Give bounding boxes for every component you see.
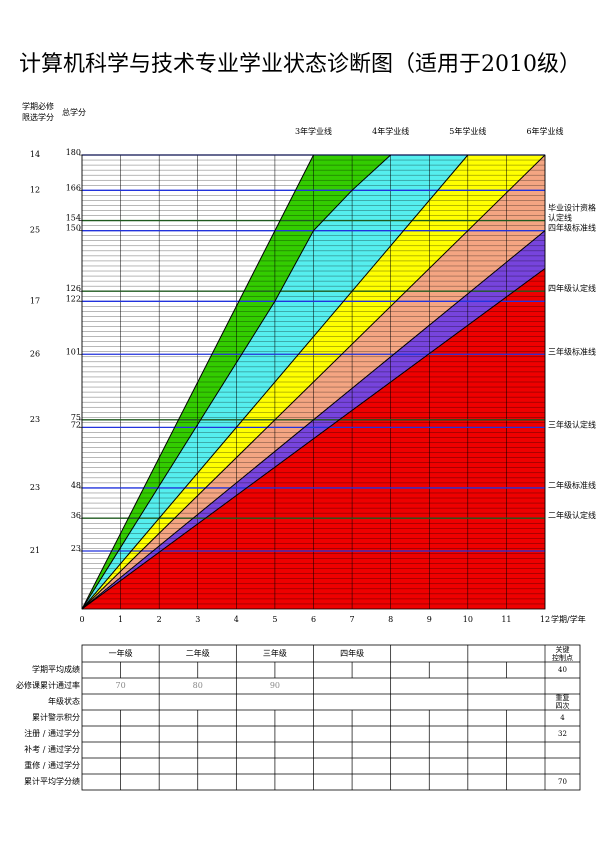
x-tick-label: 4 <box>234 615 239 624</box>
semester-credit: 23 <box>30 483 40 492</box>
boundary-line <box>81 230 546 610</box>
row-label: 累计平均学分绩 <box>24 776 80 786</box>
x-tick-label: 8 <box>388 615 393 624</box>
title: 计算机科学与技术专业学业状态诊断图（适用于2010级） <box>19 52 581 77</box>
boundary-line <box>81 268 546 610</box>
y-tick-label: 23 <box>71 544 81 553</box>
series-label: 6年学业线 <box>526 126 563 136</box>
series-label: 3年学业线 <box>295 126 332 136</box>
line-label: 三年级认定线 <box>548 419 596 429</box>
row-label: 注册 / 通过学分 <box>24 728 80 738</box>
row-label: 学期平均成绩 <box>32 664 80 674</box>
semester-credit: 25 <box>30 226 40 235</box>
cell-value: 80 <box>193 681 203 690</box>
semester-credit: 21 <box>30 546 40 555</box>
x-axis-label: 学期/学年 <box>551 614 586 624</box>
row-label: 补考 / 通过学分 <box>24 744 80 754</box>
year-header: 三年级 <box>263 648 287 658</box>
key-value: 4 <box>560 714 565 722</box>
row-label: 累计警示积分 <box>32 712 80 722</box>
y-tick-label: 180 <box>66 148 81 157</box>
boundary-line <box>81 154 546 610</box>
semester-credit: 17 <box>30 296 40 305</box>
x-tick-label: 9 <box>427 615 432 624</box>
x-tick-label: 3 <box>195 615 200 624</box>
y-tick-label: 75 <box>71 413 81 422</box>
semester-credit: 23 <box>30 415 40 424</box>
line-label: 三年级标准线 <box>548 346 596 356</box>
semester-credit: 14 <box>30 150 40 159</box>
x-tick-label: 12 <box>540 615 550 624</box>
x-tick-label: 7 <box>350 615 355 624</box>
key-value: 40 <box>558 666 567 674</box>
year-header: 二年级 <box>186 648 210 658</box>
x-tick-label: 5 <box>272 615 277 624</box>
y-tick-label: 154 <box>66 214 81 223</box>
row-label: 必修课累计通过率 <box>16 680 80 690</box>
x-tick-label: 1 <box>118 615 123 624</box>
row-label: 重修 / 通过学分 <box>24 760 80 770</box>
y-tick-label: 122 <box>66 294 81 303</box>
key-value: 重复 <box>556 693 570 702</box>
key-value: 四次 <box>556 701 570 710</box>
line-label: 二年级认定线 <box>548 510 596 520</box>
boundary-line <box>81 154 469 610</box>
y-tick-label: 36 <box>71 511 81 520</box>
row-label: 年级状态 <box>48 696 80 706</box>
line-label: 二年级标准线 <box>548 480 596 490</box>
table-frame <box>81 644 581 791</box>
year-header: 四年级 <box>340 648 364 658</box>
series-label: 4年学业线 <box>372 126 409 136</box>
y-tick-label: 166 <box>66 183 81 192</box>
semester-credit-label: 学期必修 <box>22 101 54 111</box>
x-tick-label: 6 <box>311 615 316 624</box>
boundary-line <box>81 154 392 610</box>
total-credit-label: 总学分 <box>62 107 86 117</box>
y-tick-label: 72 <box>71 420 81 429</box>
semester-credit: 12 <box>30 185 40 194</box>
line-label: 四年级标准线 <box>548 223 596 233</box>
x-tick-label: 2 <box>157 615 162 624</box>
y-tick-label: 150 <box>66 224 81 233</box>
semester-credit: 26 <box>30 349 40 358</box>
series-label: 5年学业线 <box>449 126 486 136</box>
y-tick-label: 101 <box>66 347 81 356</box>
key-value: 32 <box>558 730 567 738</box>
line-label: 认定线 <box>548 213 572 223</box>
y-tick-label: 126 <box>66 284 81 293</box>
plot-frame <box>81 154 546 610</box>
key-value: 70 <box>558 778 567 786</box>
line-label: 四年级认定线 <box>548 283 596 293</box>
semester-credit-label: 限选学分 <box>22 112 54 122</box>
line-label: 毕业设计资格 <box>548 203 596 213</box>
cell-value: 90 <box>270 681 280 690</box>
key-header: 关键 <box>556 645 570 654</box>
key-header: 控制点 <box>552 653 573 662</box>
cell-value: 70 <box>115 681 125 690</box>
x-tick-label: 0 <box>79 615 84 624</box>
x-tick-label: 10 <box>463 615 473 624</box>
x-tick-label: 11 <box>501 615 511 624</box>
boundary-line <box>81 154 314 610</box>
year-header: 一年级 <box>109 648 133 658</box>
y-tick-label: 48 <box>71 481 81 490</box>
